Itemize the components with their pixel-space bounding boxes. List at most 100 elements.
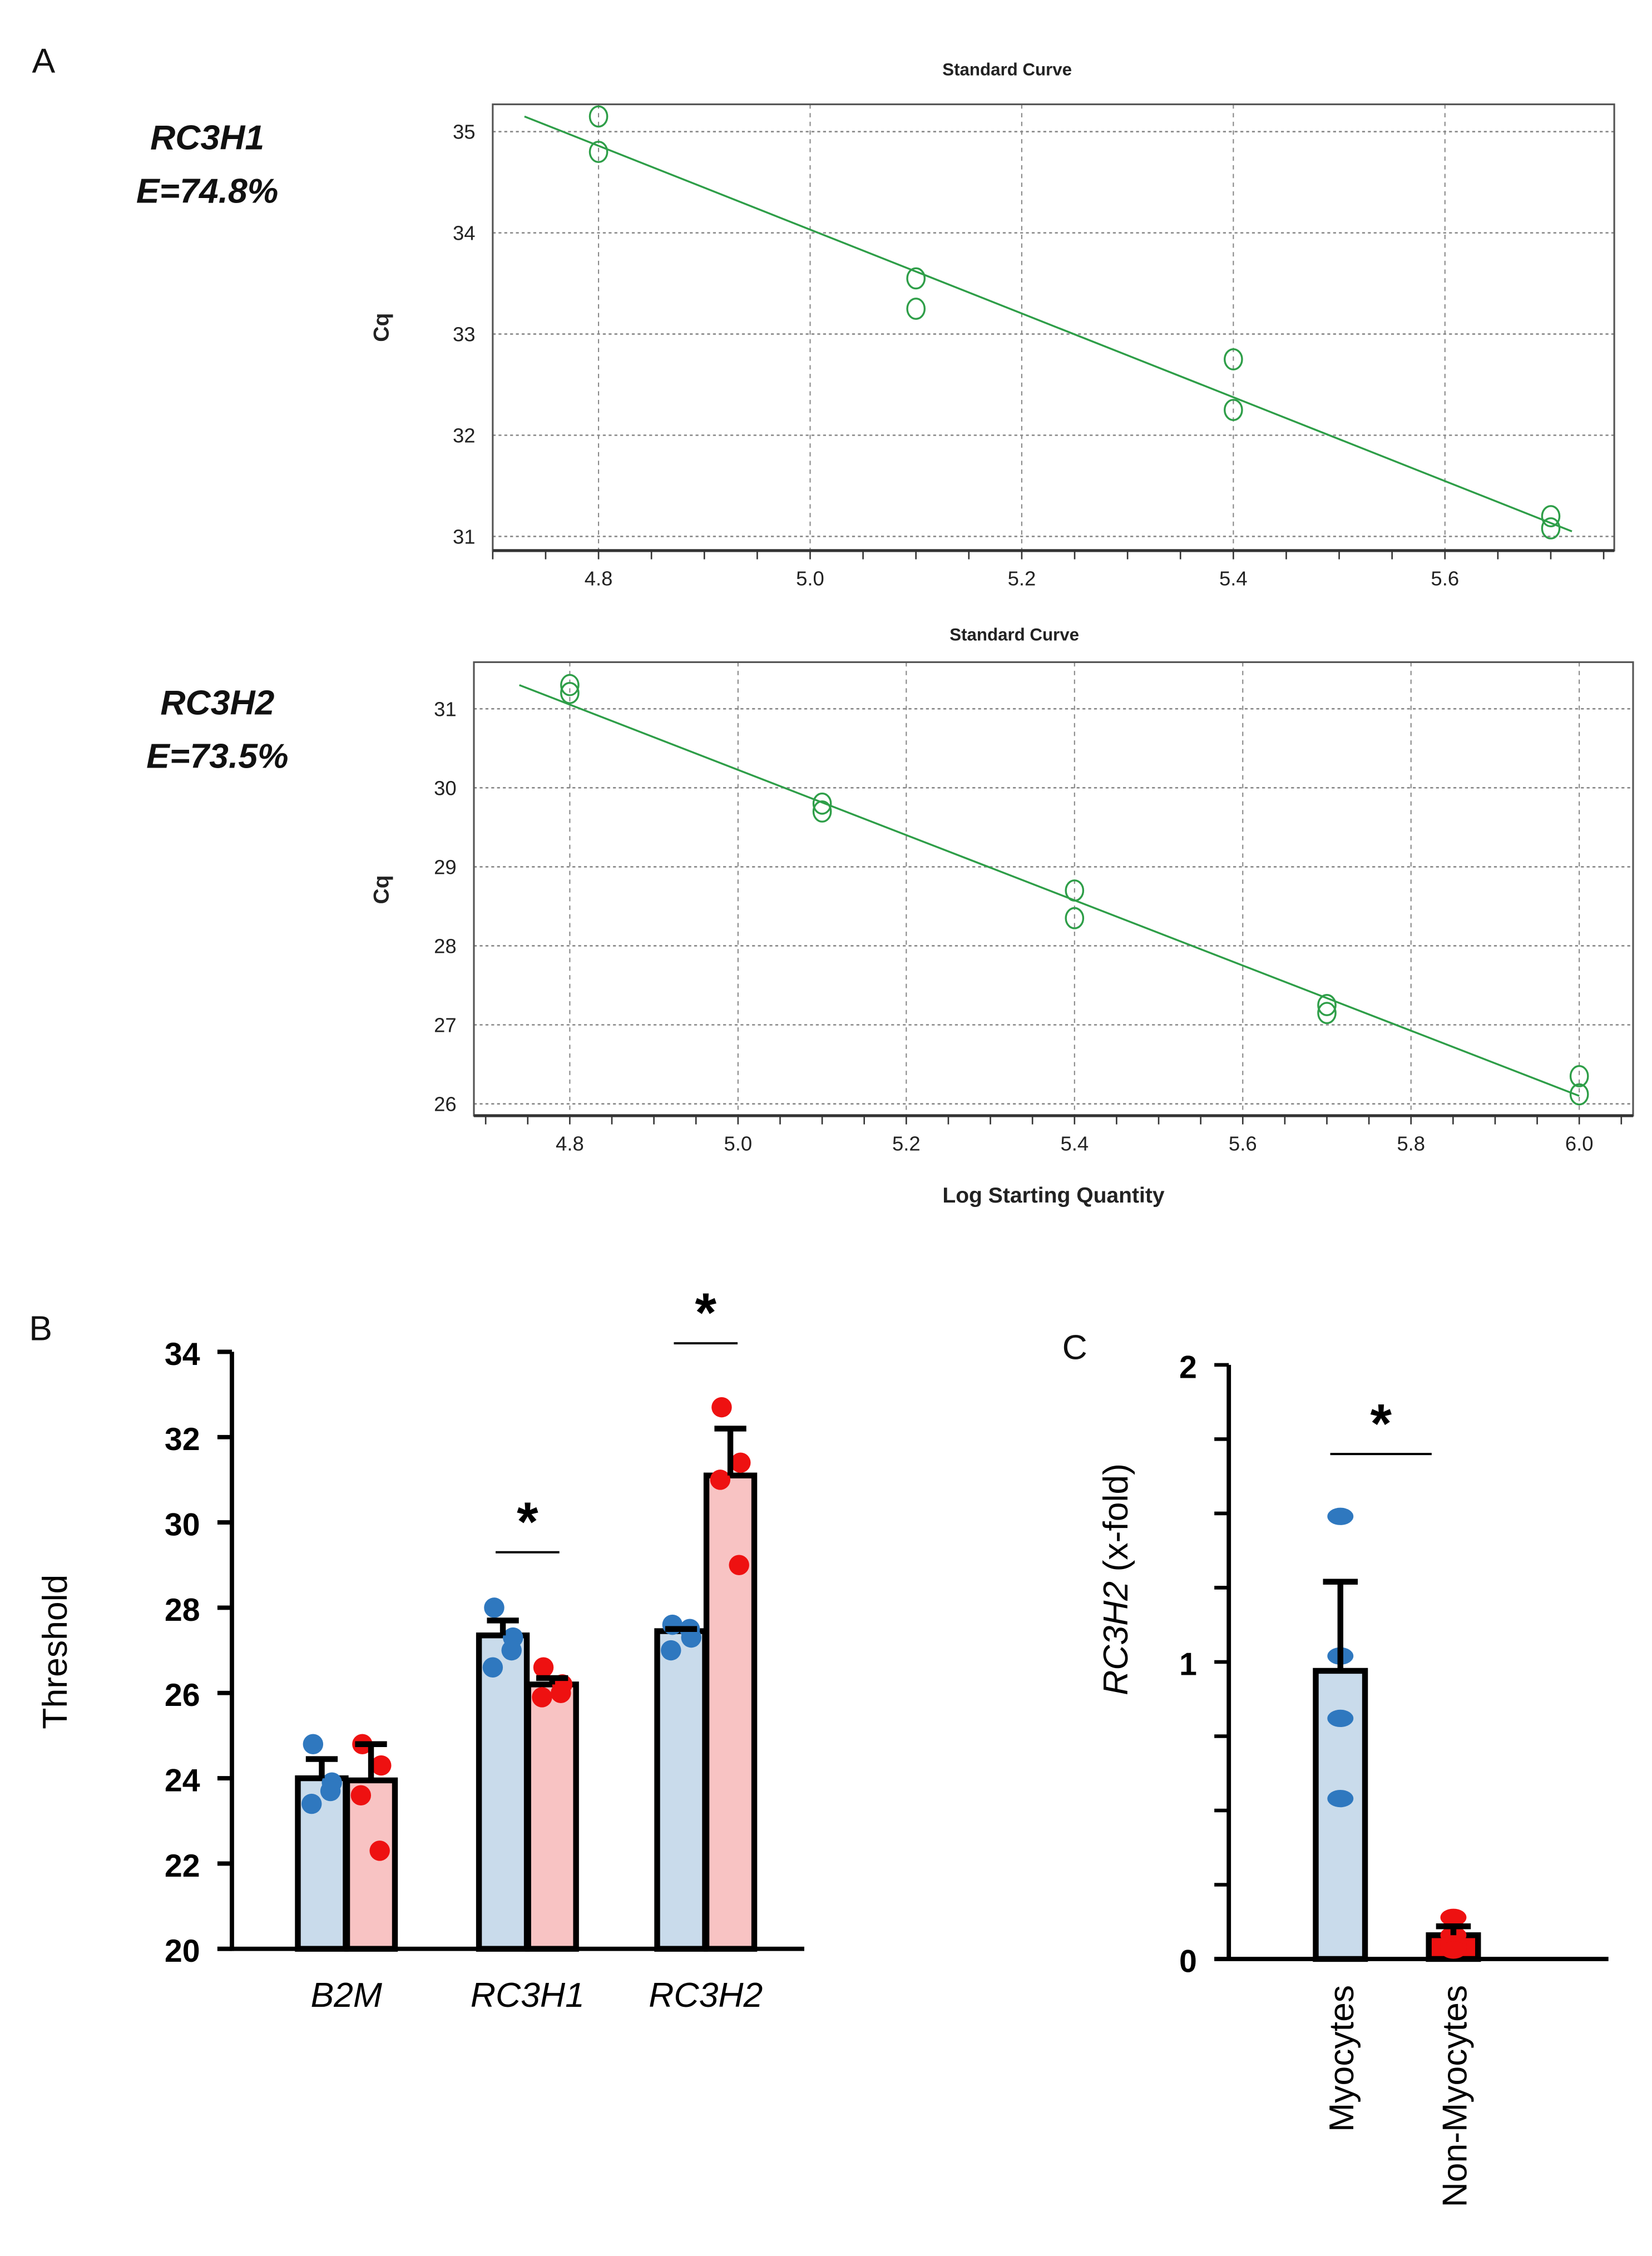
data-point	[1317, 1002, 1337, 1025]
red-data-point	[729, 1555, 749, 1575]
x-tick-label: 5.2	[1008, 567, 1036, 590]
blue-data-point	[501, 1640, 522, 1661]
efficiency-rc3h1: E=74.8%	[136, 172, 278, 211]
blue-data-point	[482, 1657, 503, 1678]
data-point	[1327, 1507, 1354, 1525]
fit-line	[519, 684, 1580, 1097]
x-tick-label: 5.4	[1219, 567, 1248, 590]
x-tick-label: 5.0	[724, 1132, 753, 1155]
y-tick-label: 28	[434, 934, 457, 957]
red-data-point	[710, 1470, 731, 1490]
data-point	[560, 681, 580, 704]
x-tick-label: 5.0	[796, 567, 824, 590]
data-point	[812, 800, 832, 823]
red-data-point	[369, 1841, 390, 1861]
data-point	[906, 298, 926, 320]
data-point	[1440, 1908, 1467, 1926]
data-point	[1440, 1941, 1467, 1959]
category-label-rc3h2: RC3H2	[649, 1976, 763, 2015]
significance-star: *	[695, 1282, 717, 1343]
data-point	[1569, 1065, 1589, 1087]
y-axis-label: Cq	[369, 875, 393, 904]
blue-data-point	[301, 1793, 322, 1814]
x-tick-label: 5.6	[1431, 567, 1459, 590]
x-tick-label: 6.0	[1565, 1132, 1594, 1155]
y-axis-label-gene: RC3H2	[1096, 1581, 1135, 1695]
data-point	[1224, 399, 1243, 421]
y-tick-label: 22	[165, 1848, 200, 1884]
data-point	[1541, 505, 1561, 527]
plot-frame	[473, 661, 1634, 1117]
chart-title: Standard Curve	[942, 60, 1072, 79]
blue-data-point	[320, 1780, 341, 1802]
significance-star: *	[1370, 1392, 1392, 1454]
panel-label-c: C	[1062, 1328, 1087, 1367]
red-data-point	[371, 1755, 392, 1776]
y-tick-label: 33	[453, 323, 476, 346]
y-tick-label: 35	[453, 121, 476, 144]
red-bar	[525, 1681, 579, 1952]
red-data-point	[532, 1687, 552, 1708]
y-tick-label: 26	[165, 1678, 200, 1713]
blue-bar	[476, 1632, 530, 1952]
y-tick-label: 34	[165, 1337, 200, 1372]
y-tick-label: 29	[434, 855, 457, 878]
y-tick-label: 34	[453, 222, 476, 245]
data-point	[1327, 1789, 1354, 1808]
chart-title: Standard Curve	[949, 625, 1079, 644]
panel-label-a: A	[32, 41, 55, 80]
data-point	[1327, 1709, 1354, 1728]
rc3h2-fold-bar-chart: RC3H2 (x-fold) 0 1 2 Myocytes Non-Myocytes *	[1096, 1349, 1609, 2207]
x-tick-label: 5.2	[892, 1132, 921, 1155]
y-tick-label: 30	[434, 776, 457, 799]
blue-bar	[654, 1628, 708, 1952]
y-axis-label: Threshold	[36, 1575, 75, 1729]
y-axis-label-unit: (x-fold)	[1096, 1463, 1135, 1581]
y-tick-label: 31	[434, 697, 457, 720]
red-data-point	[350, 1785, 372, 1805]
category-label-myocytes: Myocytes	[1322, 1985, 1361, 2132]
efficiency-rc3h2: E=73.5%	[146, 737, 288, 776]
category-label-non-myocytes: Non-Myocytes	[1435, 1985, 1474, 2208]
red-bar	[344, 1777, 398, 1952]
red-bar	[703, 1472, 758, 1952]
red-data-point	[730, 1452, 751, 1473]
x-tick-label: 5.4	[1060, 1132, 1089, 1155]
y-tick-label: 27	[434, 1014, 457, 1037]
y-tick-label: 2	[1179, 1349, 1197, 1385]
fit-line	[524, 115, 1572, 532]
y-tick-label: 0	[1179, 1943, 1197, 1979]
standard-curve-rc3h2: Standard Curve Cq Log Starting Quantity …	[369, 625, 1634, 1208]
data-point	[812, 792, 832, 815]
data-point	[1569, 1083, 1589, 1106]
data-point	[588, 141, 609, 163]
standard-curve-rc3h1: Standard Curve Cq 4.8 5.0 5.2 5.4 5.6 31 32 33 3…	[369, 60, 1615, 590]
gene-label-rc3h1: RC3H1	[150, 118, 264, 157]
data-point	[560, 674, 580, 696]
blue-data-point	[484, 1597, 504, 1618]
x-tick-label: 4.8	[556, 1132, 584, 1155]
red-data-point	[533, 1657, 554, 1678]
y-axis-label: RC3H2 (x-fold)	[1096, 1463, 1135, 1695]
data-point	[1541, 517, 1561, 540]
threshold-bar-chart: Threshold 20 22 24 26 28 30 32 34 B2M RC3H1 RC3H2 *…	[36, 1282, 804, 2015]
blue-data-point	[303, 1734, 324, 1754]
data-point	[588, 105, 609, 128]
blue-data-point	[661, 1640, 681, 1661]
red-data-point	[551, 1683, 571, 1703]
y-tick-label: 1	[1179, 1646, 1197, 1682]
x-axis-label: Log Starting Quantity	[942, 1184, 1165, 1208]
x-tick-label: 4.8	[585, 567, 613, 590]
myocytes-bar	[1313, 1668, 1368, 1962]
y-tick-label: 30	[165, 1507, 200, 1543]
data-point	[1065, 879, 1085, 902]
y-tick-label: 32	[453, 424, 476, 447]
gene-label-rc3h2: RC3H2	[160, 683, 274, 722]
data-point	[1317, 994, 1337, 1016]
category-label-rc3h1: RC3H1	[471, 1976, 585, 2015]
data-point	[906, 267, 926, 290]
y-axis-label: Cq	[369, 313, 393, 342]
y-tick-label: 24	[165, 1763, 200, 1799]
category-label-b2m: B2M	[310, 1976, 382, 2015]
